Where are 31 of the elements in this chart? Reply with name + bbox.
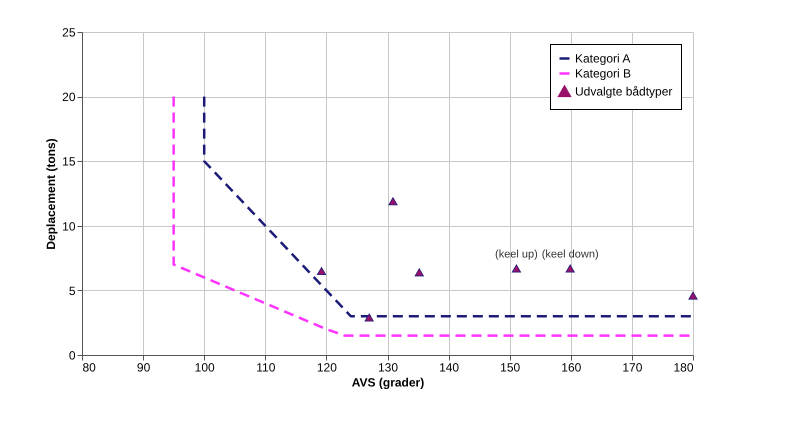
- y-axis-title: Deplacement (tons): [44, 138, 58, 250]
- x-tick-label: 90: [136, 360, 151, 374]
- x-tick-label: 120: [316, 360, 338, 374]
- point: [388, 197, 398, 206]
- x-tick-label: 160: [561, 360, 582, 374]
- point: [512, 264, 522, 272]
- legend-label: Kategori B: [575, 66, 632, 80]
- point: [414, 268, 424, 276]
- x-tick-label: 180: [673, 360, 694, 374]
- x-tick-label: 150: [500, 360, 521, 374]
- y-tick-label: 5: [68, 284, 76, 298]
- y-tick-label: 20: [62, 90, 76, 104]
- point: [688, 292, 698, 300]
- y-tick-label: 0: [68, 348, 76, 362]
- x-tick-label: 80: [82, 360, 96, 374]
- legend-label: Udvalgte bådtyper: [575, 84, 672, 98]
- x-tick-label: 100: [194, 360, 216, 374]
- x-tick-label: 140: [439, 360, 460, 374]
- y-tick-label: 10: [62, 219, 76, 234]
- x-tick-label: 130: [378, 360, 398, 374]
- annotation: (keel down): [542, 248, 599, 260]
- x-tick-label: 170: [622, 360, 643, 374]
- legend-label: Kategori A: [575, 52, 630, 66]
- x-axis-title: AVS (grader): [352, 376, 424, 390]
- x-tick-label: 110: [256, 360, 276, 374]
- y-tick-label: 25: [62, 26, 76, 40]
- annotation: (keel up): [495, 248, 538, 260]
- point: [566, 264, 575, 272]
- point: [364, 314, 374, 322]
- point: [316, 266, 326, 276]
- y-tick-label: 15: [62, 154, 76, 169]
